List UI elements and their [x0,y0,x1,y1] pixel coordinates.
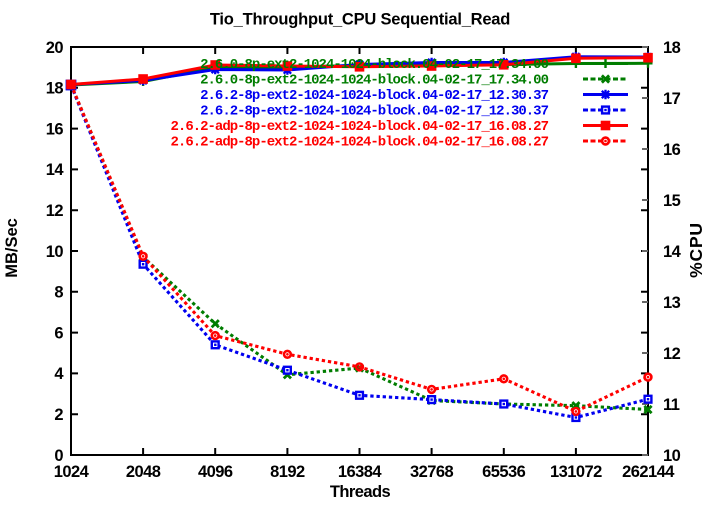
svg-text:18: 18 [46,80,64,98]
svg-text:12: 12 [663,345,681,363]
svg-text:13: 13 [663,294,681,312]
svg-text:8192: 8192 [270,463,305,481]
svg-text:1024: 1024 [54,463,90,481]
svg-text:Tio_Throughput_CPU Sequential_: Tio_Throughput_CPU Sequential_Read [210,11,510,29]
svg-text:2.6.0-8p-ext2-1024-1024-block.: 2.6.0-8p-ext2-1024-1024-block.04-02-17_1… [200,57,548,73]
svg-text:MB/Sec: MB/Sec [3,218,21,278]
svg-text:2: 2 [54,406,63,424]
svg-text:2.6.2-adp-8p-ext2-1024-1024-bl: 2.6.2-adp-8p-ext2-1024-1024-block.04-02-… [171,135,549,151]
svg-text:Threads: Threads [330,483,391,501]
svg-text:16384: 16384 [338,463,383,481]
svg-text:14: 14 [663,243,682,261]
svg-text:14: 14 [46,161,65,179]
svg-text:8: 8 [54,284,63,302]
svg-text:2.6.2-adp-8p-ext2-1024-1024-bl: 2.6.2-adp-8p-ext2-1024-1024-block.04-02-… [171,119,549,135]
svg-text:10: 10 [46,243,64,261]
svg-text:20: 20 [46,39,64,57]
svg-text:16: 16 [46,120,64,138]
svg-text:15: 15 [663,192,681,210]
svg-text:2.6.0-8p-ext2-1024-1024-block.: 2.6.0-8p-ext2-1024-1024-block.04-02-17_1… [200,73,548,89]
svg-text:2.6.2-8p-ext2-1024-1024-block.: 2.6.2-8p-ext2-1024-1024-block.04-02-17_1… [200,104,548,120]
svg-text:131072: 131072 [550,463,602,481]
svg-text:32768: 32768 [410,463,454,481]
svg-text:11: 11 [663,396,680,414]
svg-text:262144: 262144 [622,463,675,481]
svg-text:6: 6 [54,324,63,342]
svg-text:4096: 4096 [198,463,233,481]
svg-text:2.6.2-8p-ext2-1024-1024-block.: 2.6.2-8p-ext2-1024-1024-block.04-02-17_1… [200,88,548,104]
svg-text:18: 18 [663,39,681,57]
svg-text:4: 4 [54,365,64,383]
svg-text:65536: 65536 [482,463,526,481]
svg-text:17: 17 [663,90,681,108]
svg-text:12: 12 [46,202,64,220]
svg-text:2048: 2048 [126,463,161,481]
svg-text:0: 0 [54,447,63,465]
svg-text:16: 16 [663,141,681,159]
svg-text:10: 10 [663,447,681,465]
svg-text:%CPU: %CPU [686,222,706,278]
